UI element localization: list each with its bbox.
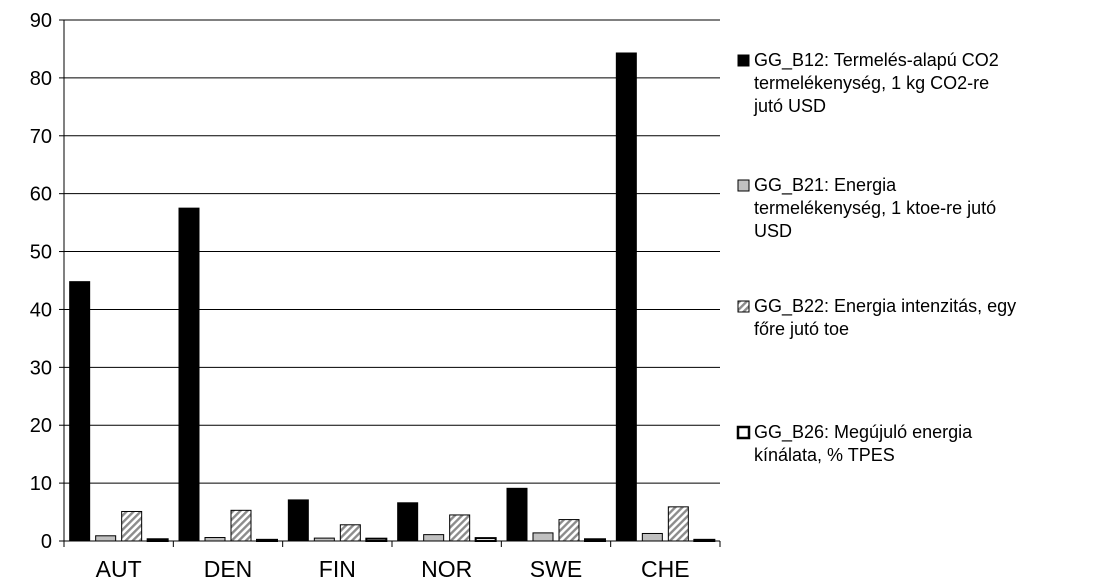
bar-swe-series-3 xyxy=(558,519,580,542)
bar-den-series-2 xyxy=(204,537,226,542)
y-tick-label: 40 xyxy=(30,299,52,321)
bar-nor-series-3 xyxy=(449,514,471,542)
bar-fin-series-3 xyxy=(339,524,361,542)
bar-aut-series-1 xyxy=(69,281,91,542)
legend-label-line: GG_B21: Energia xyxy=(754,175,897,196)
legend-label-line: USD xyxy=(754,221,792,241)
x-tick-label: NOR xyxy=(421,556,472,582)
x-tick-label: CHE xyxy=(641,556,690,582)
x-tick-label: AUT xyxy=(96,556,142,582)
axes xyxy=(59,19,721,547)
y-tick-label: 70 xyxy=(30,126,52,148)
bar-che-series-1 xyxy=(615,52,637,542)
y-tick-label: 80 xyxy=(30,68,52,90)
legend-label-line: termelékenység, 1 kg CO2-re xyxy=(754,73,989,93)
legend: GG_B12: Termelés-alapú CO2termelékenység… xyxy=(736,50,1016,465)
bar-aut-series-3 xyxy=(121,510,143,542)
y-tick-label: 90 xyxy=(30,10,52,32)
bar-aut-series-2 xyxy=(95,535,117,542)
legend-label-line: jutó USD xyxy=(753,96,826,116)
y-tick-label: 30 xyxy=(30,357,52,379)
legend-label-line: főre jutó toe xyxy=(754,319,849,339)
bar-che-series-2 xyxy=(641,532,663,542)
x-tick-label: DEN xyxy=(204,556,253,582)
legend-label-line: termelékenység, 1 ktoe-re jutó xyxy=(754,198,996,218)
legend-swatch-1 xyxy=(737,54,750,67)
y-tick-label: 0 xyxy=(41,531,52,553)
gridlines xyxy=(64,19,720,484)
legend-label-line: kínálata, % TPES xyxy=(754,445,895,465)
x-tick-label: FIN xyxy=(319,556,356,582)
bar-che-series-3 xyxy=(667,506,689,542)
bars xyxy=(69,52,716,543)
y-tick-label: 10 xyxy=(30,473,52,495)
legend-swatch-4 xyxy=(736,425,751,440)
y-tick-label: 60 xyxy=(30,184,52,206)
bar-swe-series-1 xyxy=(506,487,528,542)
legend-swatch-3 xyxy=(737,300,750,313)
bar-fin-series-1 xyxy=(287,499,309,542)
y-tick-label: 50 xyxy=(30,242,52,264)
legend-label-line: GG_B12: Termelés-alapú CO2 xyxy=(754,50,999,71)
y-tick-labels: 0 10 20 30 40 50 60 70 80 90 xyxy=(30,10,52,553)
bar-nor-series-1 xyxy=(397,502,419,542)
y-tick-label: 20 xyxy=(30,415,52,437)
x-tick-label: SWE xyxy=(530,556,582,582)
bar-nor-series-2 xyxy=(423,534,445,542)
legend-label-line: GG_B22: Energia intenzitás, egy xyxy=(754,296,1016,317)
x-tick-labels: AUT DEN FIN NOR SWE CHE xyxy=(96,556,690,582)
bar-swe-series-2 xyxy=(532,532,554,542)
legend-swatch-2 xyxy=(737,179,750,192)
legend-label-line: GG_B26: Megújuló energia xyxy=(754,422,973,443)
bar-den-series-1 xyxy=(178,207,200,542)
bar-den-series-3 xyxy=(230,509,252,542)
